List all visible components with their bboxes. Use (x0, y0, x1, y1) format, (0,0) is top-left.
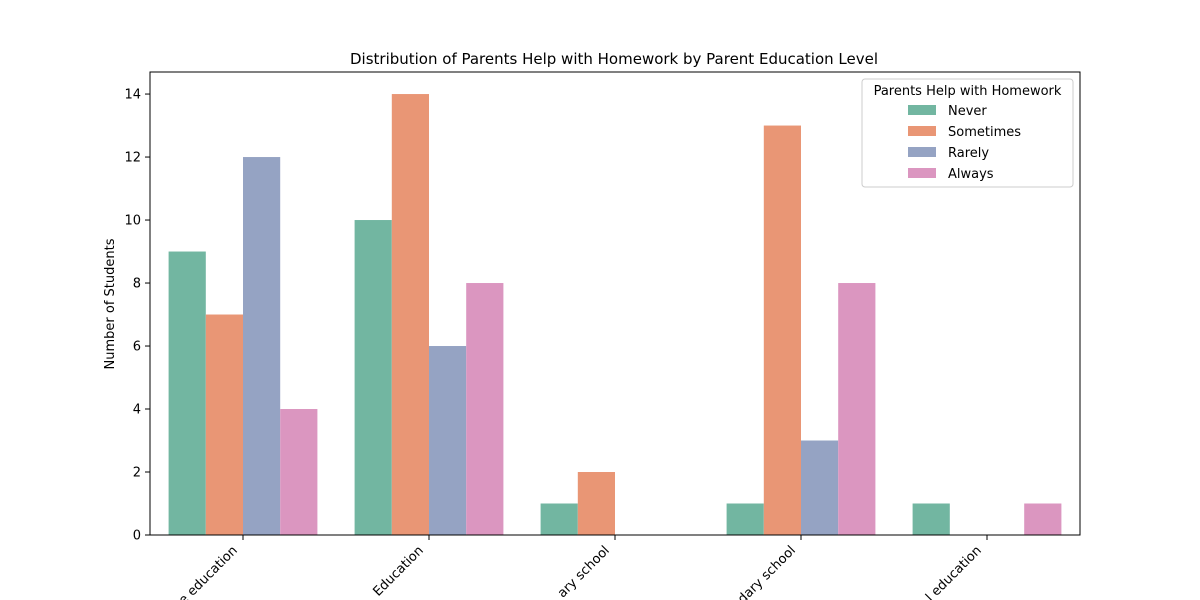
legend-swatch (908, 105, 936, 115)
y-axis: 0 2 4 6 8 10 12 14 (124, 88, 150, 544)
plot-frame (149, 71, 1081, 536)
bar (354, 220, 392, 536)
y-tick-label: 0 (133, 529, 141, 544)
x-tick-label: e education (176, 543, 241, 600)
bar (429, 346, 467, 535)
bar (391, 94, 429, 536)
bar (763, 125, 801, 535)
bar (540, 503, 578, 535)
y-tick-label: 4 (133, 403, 141, 418)
chart-title: Distribution of Parents Help with Homewo… (350, 50, 878, 68)
legend-title: Parents Help with Homework (874, 84, 1062, 99)
y-axis-label: Number of Students (103, 238, 118, 369)
y-tick-label: 6 (133, 340, 141, 355)
x-tick-label: ary school (555, 543, 613, 600)
plot-border (149, 71, 1081, 536)
bars-group (168, 94, 1062, 536)
y-tick-label: 8 (133, 277, 141, 292)
y-tick-label: 2 (133, 466, 141, 481)
bar (280, 409, 318, 535)
x-tick-label: l education (923, 543, 985, 600)
legend-label: Never (948, 104, 987, 119)
x-tick-label: Education (370, 543, 426, 599)
legend-swatch (908, 168, 936, 178)
bar (205, 314, 243, 535)
bar (168, 251, 206, 535)
x-axis: e education Education ary school dary schoo… (176, 535, 988, 600)
y-tick-label: 12 (124, 151, 141, 166)
bar (243, 157, 281, 535)
legend-swatch (908, 126, 936, 136)
bar (1024, 503, 1062, 535)
bar (838, 283, 876, 535)
x-tick-label: dary school (735, 543, 799, 600)
legend-label: Rarely (948, 146, 989, 161)
y-tick-label: 10 (124, 214, 141, 229)
legend: Parents Help with Homework Never Sometimes… (861, 78, 1074, 188)
bar (801, 440, 839, 535)
legend-swatch (908, 147, 936, 157)
legend-label: Always (948, 167, 994, 182)
legend-label: Sometimes (948, 125, 1021, 140)
y-tick-label: 14 (124, 88, 141, 103)
bar (726, 503, 764, 535)
bar (912, 503, 950, 535)
bar (466, 283, 504, 535)
bar (577, 472, 615, 535)
